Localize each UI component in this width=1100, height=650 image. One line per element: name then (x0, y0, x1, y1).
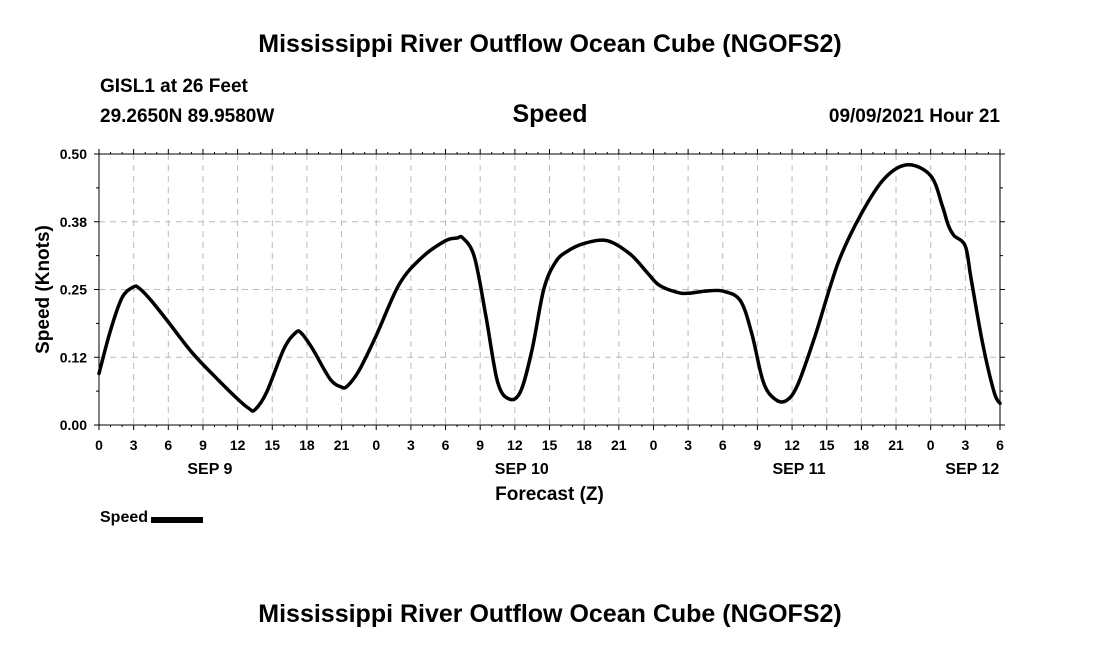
y-tick-label: 0.38 (60, 214, 87, 230)
x-tick-label: 21 (611, 437, 627, 453)
x-tick-label: 21 (888, 437, 904, 453)
x-tick-label: 18 (576, 437, 592, 453)
x-tick-label: 12 (230, 437, 246, 453)
y-tick-label: 0.25 (60, 282, 87, 298)
x-tick-label: 3 (684, 437, 692, 453)
date-label: SEP 11 (772, 461, 825, 478)
legend: Speed (100, 509, 204, 527)
x-tick-label: 15 (819, 437, 835, 453)
x-tick-label: 18 (299, 437, 315, 453)
legend-swatch-icon (151, 517, 204, 523)
date-labels: SEP 9 SEP 10 SEP 11 SEP 12 (187, 461, 999, 478)
date-label: SEP 10 (495, 461, 549, 478)
y-tick-label: 0.12 (60, 349, 87, 365)
y-tick-label: 0.00 (60, 417, 87, 433)
x-tick-label: 18 (854, 437, 870, 453)
x-tick-label: 12 (507, 437, 523, 453)
date-label: SEP 12 (945, 461, 999, 478)
x-axis-label: Forecast (Z) (495, 484, 604, 505)
x-tick-label: 3 (130, 437, 138, 453)
x-tick-label: 9 (476, 437, 484, 453)
x-tick-label: 6 (442, 437, 450, 453)
x-tick-label: 9 (199, 437, 207, 453)
x-tick-label: 0 (372, 437, 380, 453)
station-label: GISL1 at 26 Feet (100, 76, 248, 97)
legend-label: Speed (100, 509, 149, 526)
x-tick-label: 6 (164, 437, 172, 453)
y-axis-ticks: 0.00 0.12 0.25 0.38 0.50 (60, 146, 1005, 433)
forecast-timestamp: 09/09/2021 Hour 21 (828, 106, 1000, 127)
date-label: SEP 9 (187, 461, 232, 478)
x-tick-label: 9 (754, 437, 762, 453)
x-tick-label: 6 (996, 437, 1004, 453)
y-tick-label: 0.50 (60, 146, 87, 162)
x-tick-label: 0 (650, 437, 658, 453)
variable-title: Speed (512, 100, 588, 128)
grid (99, 154, 1000, 425)
x-axis-ticks: 0 3 6 9 12 15 18 21 0 3 6 9 12 15 18 21 0 3 6 9 12 15 18 21 0 3 6 (95, 149, 1004, 453)
page-title: Mississippi River Outflow Ocean Cube (NG… (258, 30, 842, 58)
x-tick-label: 0 (927, 437, 935, 453)
x-tick-label: 12 (784, 437, 800, 453)
x-tick-label: 15 (264, 437, 280, 453)
x-tick-label: 6 (719, 437, 727, 453)
station-coordinates: 29.2650N 89.9580W (100, 106, 275, 127)
x-tick-label: 3 (961, 437, 969, 453)
footer-title: Mississippi River Outflow Ocean Cube (NG… (258, 600, 842, 628)
x-tick-label: 3 (407, 437, 415, 453)
x-tick-label: 0 (95, 437, 103, 453)
speed-series-line (97, 163, 1002, 413)
y-axis-label: Speed (Knots) (33, 225, 54, 354)
x-tick-label: 21 (334, 437, 350, 453)
x-tick-label: 15 (542, 437, 558, 453)
